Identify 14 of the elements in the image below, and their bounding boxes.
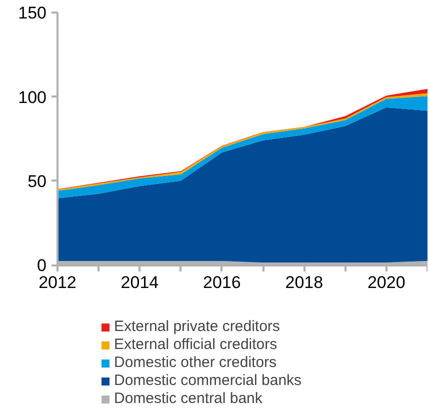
legend-label: Domestic other creditors <box>114 354 277 371</box>
y-tick-label: 100 <box>18 88 46 107</box>
x-tick-label: 2016 <box>203 273 241 292</box>
x-tick-label: 2014 <box>120 273 159 292</box>
y-tick-label: 150 <box>18 4 46 23</box>
y-tick-label: 0 <box>37 256 46 276</box>
y-tick-label: 50 <box>28 172 46 191</box>
legend-label: External official creditors <box>114 336 278 353</box>
x-tick-label: 2020 <box>367 273 406 292</box>
x-tick-label: 2012 <box>38 273 76 292</box>
legend-label: Domestic commercial banks <box>114 372 302 389</box>
x-tick-label: 2018 <box>285 273 324 292</box>
legend-label: External private creditors <box>114 318 280 335</box>
legend-label: Domestic central bank <box>114 390 262 407</box>
